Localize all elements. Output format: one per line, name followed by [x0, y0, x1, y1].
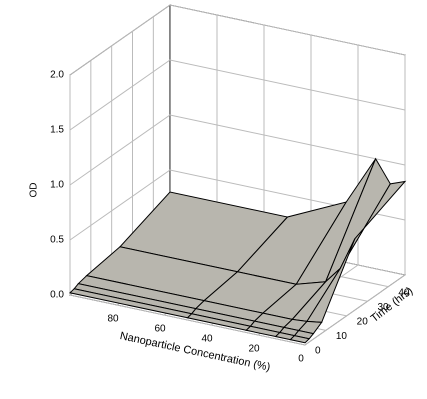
x-tick-label: 40 — [201, 334, 213, 345]
y-tick-label: 40 — [398, 287, 410, 298]
y-tick-label: 0 — [315, 346, 321, 357]
y-tick-label: 30 — [378, 302, 390, 313]
x-tick-label: 60 — [154, 324, 166, 335]
grid-line — [69, 4, 406, 76]
grid-line — [69, 75, 306, 346]
z-tick-label: 0.5 — [50, 235, 64, 246]
y-tick-label: 10 — [336, 331, 348, 342]
z-tick-label: 2.0 — [50, 70, 64, 81]
x-tick-label: 20 — [248, 344, 260, 355]
z-tick-label: 1.0 — [50, 180, 64, 191]
grid-line — [69, 59, 406, 131]
surface-cell — [289, 335, 311, 344]
x-tick-label: 80 — [107, 314, 119, 325]
z-tick-label: 1.5 — [50, 125, 64, 136]
grid-line — [304, 55, 406, 346]
y-tick-label: 20 — [357, 316, 369, 327]
grid-line — [69, 114, 406, 186]
z-tick-label: 0.0 — [50, 290, 64, 301]
z-axis-title: OD — [29, 183, 40, 198]
x-tick-label: 0 — [298, 354, 304, 365]
grid-line — [69, 169, 406, 241]
